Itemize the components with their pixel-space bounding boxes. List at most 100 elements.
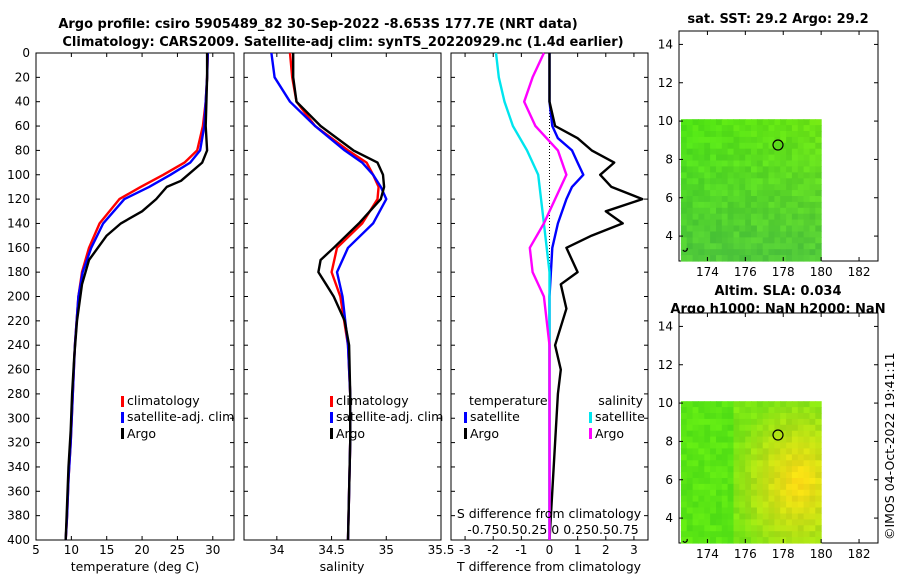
heatmap-cell [727,448,734,455]
heatmap-cell [797,531,805,538]
heatmap-cell [774,531,781,538]
heatmap-cell [756,407,764,414]
heatmap-cell [774,172,781,179]
heatmap-cell [780,243,787,250]
heatmap-cell [803,418,810,426]
heatmap-cell [751,255,758,262]
heatmap-cell [704,219,711,227]
heatmap-cell [686,454,694,461]
heatmap-cell [739,178,746,185]
heatmap-cell [756,225,764,232]
heatmap-cell [716,413,723,420]
heatmap-cell [716,231,723,238]
heatmap-cell [756,525,764,532]
heatmap-cell [809,531,816,538]
heatmap-cell [692,231,699,238]
sla-map-panel: Altim. SLA: 0.034 Argo h1000: NaN h2000:… [658,284,886,561]
heatmap-cell [704,166,711,173]
heatmap-cell [745,184,752,191]
heatmap-cell [774,160,781,167]
heatmap-cell [698,178,705,185]
heatmap-cell [786,531,793,538]
heatmap-cell [751,513,758,520]
heatmap-cell [727,142,734,150]
heatmap-cell [727,507,734,514]
heatmap-cell [756,466,764,473]
y-tick-label: 280 [7,387,30,401]
heatmap-cell [727,119,734,126]
x-tick-label: 176 [734,265,757,279]
heatmap-cell [809,483,816,491]
heatmap-cell [716,519,723,526]
heatmap-cell [733,489,740,497]
heatmap-cell [733,166,740,173]
heatmap-cell [733,225,740,232]
heatmap-cell [768,519,775,526]
legend-t-satellite: satellite [470,409,520,424]
heatmap-cell [716,243,723,250]
heatmap-cell [727,424,734,432]
heatmap-cell [791,413,799,420]
heatmap-cell [727,172,734,179]
heatmap-cell [745,166,752,173]
heatmap-cell [803,513,810,520]
heatmap-cell [797,501,805,509]
heatmap-cell [704,519,711,526]
heatmap-cell [797,466,805,473]
heatmap-cell [680,178,688,185]
heatmap-cell [786,119,793,126]
difference-lines [494,52,644,541]
heatmap-cell [791,119,799,126]
heatmap-cell [739,190,746,197]
heatmap-cell [698,531,705,538]
heatmap-cell [815,495,822,503]
heatmap-cell [692,225,699,232]
heatmap-cell [710,424,717,432]
heatmap-cell [733,213,740,221]
heatmap-cell [727,472,734,479]
x-tick-label: -3 [459,543,471,557]
heatmap-cell [733,231,740,238]
heatmap-cell [692,401,699,408]
heatmap-cell [721,483,729,491]
heatmap-cell [756,442,764,449]
heatmap-cell [716,201,723,209]
x-tick-label: 174 [696,265,719,279]
heatmap-cell [756,519,764,526]
heatmap-cell [791,418,799,426]
heatmap-cell [704,407,711,414]
heatmap-cell [739,148,746,156]
y-tick-label: 200 [7,290,30,304]
heatmap-cell [762,448,770,455]
heatmap-cell [716,184,723,191]
heatmap-cell [791,430,799,438]
heatmap-cell [739,219,746,227]
heatmap-cell [751,442,758,449]
y-tick-label: 20 [15,70,30,84]
heatmap-cell [786,160,793,167]
heatmap-cell [791,207,799,215]
heatmap-cell [786,430,793,438]
heatmap-cell [721,489,729,497]
heatmap-cell [756,166,764,173]
heatmap-cell [756,478,764,485]
heatmap-cell [686,148,694,156]
heatmap-cell [716,460,723,467]
heatmap-cell [716,225,723,232]
heatmap-cell [727,454,734,461]
heatmap-cell [704,430,711,438]
salinity-legend: climatology satellite-adj. clim Argo [330,393,443,441]
legend-climatology: climatology [127,393,200,408]
heatmap-cell [786,190,793,197]
heatmap-cell [756,430,764,438]
heatmap-cell [704,119,711,126]
heatmap-cell [698,142,705,150]
heatmap-cell [727,243,734,250]
heatmap-cell [710,418,717,426]
heatmap-cell [727,430,734,438]
heatmap-cell [751,454,758,461]
heatmap-cell [721,172,729,179]
heatmap-cell [756,178,764,185]
heatmap-cell [704,249,711,256]
heatmap-cell [727,160,734,167]
